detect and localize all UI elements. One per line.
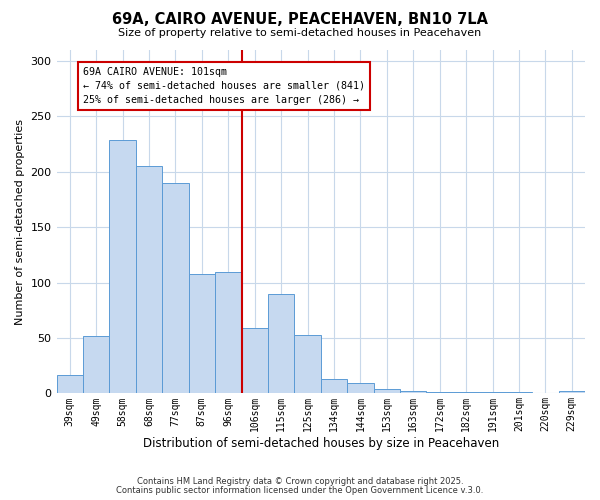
Text: Size of property relative to semi-detached houses in Peacehaven: Size of property relative to semi-detach…	[118, 28, 482, 38]
Text: 69A CAIRO AVENUE: 101sqm
← 74% of semi-detached houses are smaller (841)
25% of : 69A CAIRO AVENUE: 101sqm ← 74% of semi-d…	[83, 66, 365, 104]
Bar	[242, 328, 268, 394]
Bar	[136, 166, 162, 394]
Bar	[400, 391, 427, 394]
Bar	[559, 391, 585, 394]
Text: Contains HM Land Registry data © Crown copyright and database right 2025.: Contains HM Land Registry data © Crown c…	[137, 477, 463, 486]
Bar	[321, 379, 347, 394]
Bar	[56, 374, 83, 394]
Y-axis label: Number of semi-detached properties: Number of semi-detached properties	[15, 118, 25, 324]
Text: Contains public sector information licensed under the Open Government Licence v.: Contains public sector information licen…	[116, 486, 484, 495]
X-axis label: Distribution of semi-detached houses by size in Peacehaven: Distribution of semi-detached houses by …	[143, 437, 499, 450]
Bar	[109, 140, 136, 394]
Bar	[479, 392, 506, 394]
Bar	[215, 272, 242, 394]
Bar	[374, 389, 400, 394]
Bar	[453, 392, 479, 394]
Bar	[268, 294, 295, 394]
Bar	[188, 274, 215, 394]
Bar	[347, 384, 374, 394]
Bar	[427, 392, 453, 394]
Bar	[83, 336, 109, 394]
Bar	[506, 392, 532, 394]
Bar	[295, 334, 321, 394]
Bar	[162, 183, 188, 394]
Text: 69A, CAIRO AVENUE, PEACEHAVEN, BN10 7LA: 69A, CAIRO AVENUE, PEACEHAVEN, BN10 7LA	[112, 12, 488, 28]
